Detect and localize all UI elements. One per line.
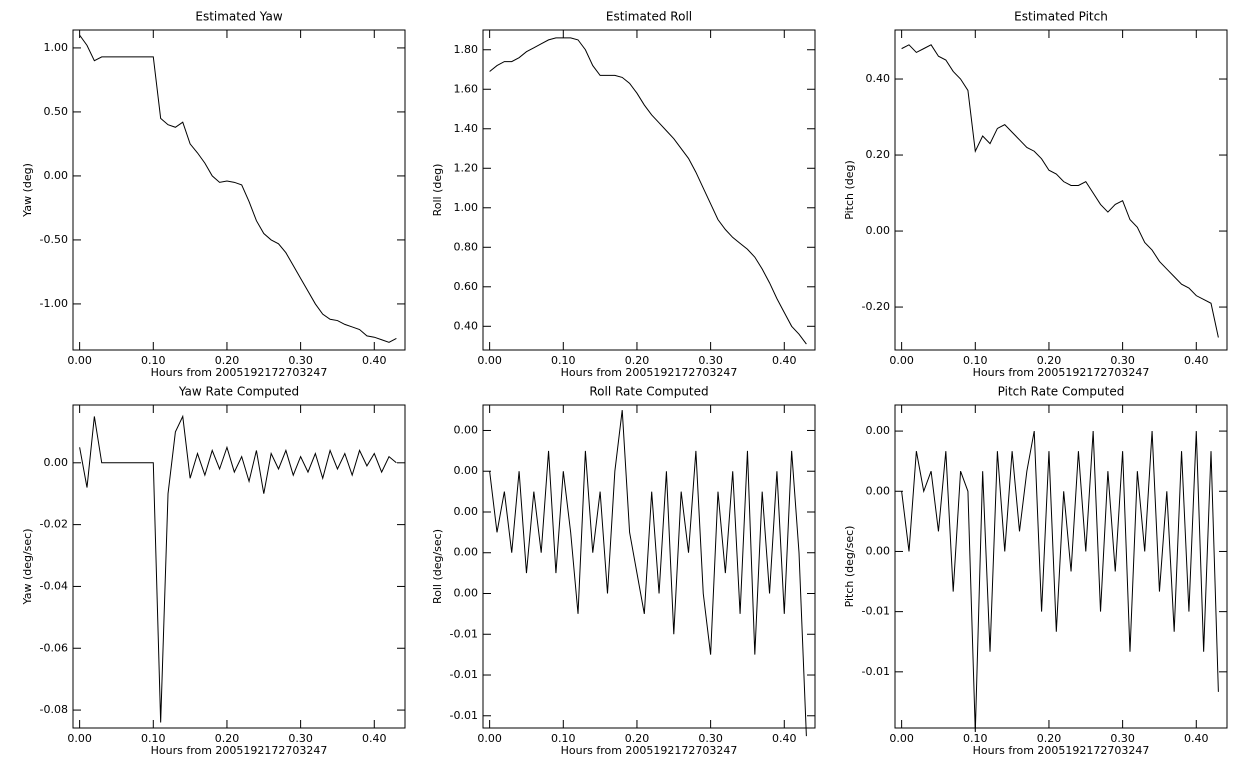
- x-tick-label: 0.10: [551, 354, 576, 367]
- y-tick-label: 0.00: [44, 169, 69, 182]
- chart-title: Pitch Rate Computed: [998, 385, 1125, 399]
- y-tick-label: -0.50: [40, 233, 68, 246]
- x-tick-label: 0.00: [889, 354, 914, 367]
- y-tick-label: -0.01: [450, 668, 478, 681]
- x-tick-label: 0.40: [362, 732, 387, 745]
- y-axis-label: Pitch (deg/sec): [843, 526, 856, 608]
- y-tick-label: -0.06: [40, 641, 68, 654]
- plot-frame: [72, 404, 406, 729]
- x-tick-label: 0.20: [625, 732, 650, 745]
- x-tick-label: 0.10: [551, 732, 576, 745]
- x-tick-label: 0.30: [288, 732, 313, 745]
- x-tick-label: 0.20: [625, 354, 650, 367]
- x-tick-label: 0.00: [67, 354, 92, 367]
- x-tick-label: 0.10: [141, 732, 166, 745]
- y-tick-label: 1.20: [454, 161, 479, 174]
- y-tick-label: 0.00: [866, 224, 891, 237]
- x-tick-label: 0.40: [1184, 354, 1209, 367]
- y-tick-label: 1.80: [454, 43, 479, 56]
- x-axis-label: Hours from 2005192172703247: [561, 366, 738, 379]
- x-tick-label: 0.40: [362, 354, 387, 367]
- x-tick-label: 0.10: [963, 354, 988, 367]
- x-tick-label: 0.10: [141, 354, 166, 367]
- data-line: [901, 430, 1219, 733]
- y-tick-label: 0.20: [866, 148, 891, 161]
- y-tick-label: 0.00: [454, 546, 479, 559]
- y-tick-label: -0.02: [40, 518, 68, 531]
- y-tick-label: -0.01: [450, 627, 478, 640]
- y-tick-label: 0.00: [454, 505, 479, 518]
- y-tick-label: -0.01: [862, 605, 890, 618]
- y-tick-label: 0.60: [454, 280, 479, 293]
- y-tick-label: 1.40: [454, 122, 479, 135]
- y-tick-label: 0.40: [866, 72, 891, 85]
- x-tick-label: 0.40: [772, 354, 797, 367]
- chart-title: Yaw Rate Computed: [178, 385, 299, 399]
- plot-frame: [72, 29, 406, 351]
- data-line: [79, 414, 397, 723]
- chart-title: Estimated Roll: [606, 10, 692, 24]
- y-axis-label: Pitch (deg): [843, 160, 856, 220]
- y-tick-label: 0.00: [44, 456, 69, 469]
- x-tick-label: 0.00: [889, 732, 914, 745]
- y-tick-label: 0.00: [454, 423, 479, 436]
- chart-title: Roll Rate Computed: [589, 385, 708, 399]
- y-tick-label: -0.01: [862, 665, 890, 678]
- y-tick-label: 0.50: [44, 105, 69, 118]
- x-tick-label: 0.00: [477, 732, 502, 745]
- plot-frame: [482, 404, 816, 729]
- x-tick-label: 0.30: [698, 732, 723, 745]
- x-axis-label: Hours from 2005192172703247: [151, 366, 328, 379]
- data-line: [901, 44, 1219, 338]
- x-axis-label: Hours from 2005192172703247: [561, 744, 738, 757]
- data-line: [489, 37, 807, 345]
- y-tick-label: 0.00: [454, 464, 479, 477]
- x-tick-label: 0.40: [772, 732, 797, 745]
- y-tick-label: -0.01: [450, 709, 478, 722]
- x-tick-label: 0.20: [215, 732, 240, 745]
- y-axis-label: Roll (deg): [431, 164, 444, 217]
- plot-frame: [894, 29, 1228, 351]
- x-tick-label: 0.30: [1110, 354, 1135, 367]
- y-tick-label: 1.00: [44, 41, 69, 54]
- data-line: [489, 410, 807, 737]
- y-axis-label: Roll (deg/sec): [431, 529, 444, 604]
- y-tick-label: 0.00: [454, 587, 479, 600]
- y-tick-label: 0.00: [866, 424, 891, 437]
- y-tick-label: 0.80: [454, 240, 479, 253]
- y-tick-label: -0.20: [862, 300, 890, 313]
- y-tick-label: 1.60: [454, 82, 479, 95]
- x-tick-label: 0.00: [477, 354, 502, 367]
- data-line: [79, 34, 397, 343]
- y-tick-label: -0.08: [40, 703, 68, 716]
- x-axis-label: Hours from 2005192172703247: [973, 744, 1150, 757]
- x-tick-label: 0.20: [215, 354, 240, 367]
- y-tick-label: 0.00: [866, 544, 891, 557]
- y-axis-label: Yaw (deg): [21, 163, 34, 218]
- x-tick-label: 0.30: [288, 354, 313, 367]
- x-tick-label: 0.20: [1037, 732, 1062, 745]
- chart-title: Estimated Yaw: [195, 10, 282, 24]
- x-axis-label: Hours from 2005192172703247: [151, 744, 328, 757]
- x-tick-label: 0.30: [698, 354, 723, 367]
- x-tick-label: 0.40: [1184, 732, 1209, 745]
- chart-title: Estimated Pitch: [1014, 10, 1108, 24]
- plot-frame: [894, 404, 1228, 729]
- y-tick-label: 0.00: [866, 484, 891, 497]
- x-tick-label: 0.10: [963, 732, 988, 745]
- y-tick-label: -1.00: [40, 297, 68, 310]
- y-tick-label: 1.00: [454, 201, 479, 214]
- y-axis-label: Yaw (deg/sec): [21, 528, 34, 605]
- x-axis-label: Hours from 2005192172703247: [973, 366, 1150, 379]
- y-tick-label: -0.04: [40, 579, 68, 592]
- y-tick-label: 0.40: [454, 319, 479, 332]
- x-tick-label: 0.00: [67, 732, 92, 745]
- plot-frame: [482, 29, 816, 351]
- x-tick-label: 0.20: [1037, 354, 1062, 367]
- x-tick-label: 0.30: [1110, 732, 1135, 745]
